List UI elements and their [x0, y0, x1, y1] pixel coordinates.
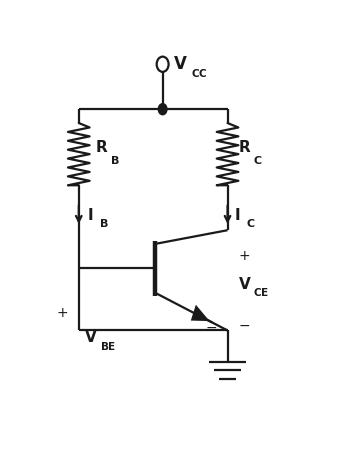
Text: $-$: $-$	[238, 318, 251, 332]
Text: $\mathbf{B}$: $\mathbf{B}$	[110, 154, 120, 167]
Text: $\mathbf{R}$: $\mathbf{R}$	[238, 139, 252, 155]
Text: $\mathbf{BE}$: $\mathbf{BE}$	[101, 340, 117, 352]
Text: $\mathbf{V}$: $\mathbf{V}$	[173, 55, 188, 73]
Text: $\mathbf{V}$: $\mathbf{V}$	[84, 330, 98, 345]
Text: $+$: $+$	[57, 306, 69, 320]
Text: $+$: $+$	[238, 249, 251, 263]
Text: $\mathbf{CC}$: $\mathbf{CC}$	[191, 67, 208, 79]
Circle shape	[158, 104, 167, 115]
Text: $\mathbf{I}$: $\mathbf{I}$	[87, 207, 93, 223]
Polygon shape	[191, 305, 210, 321]
Text: $\mathbf{V}$: $\mathbf{V}$	[238, 276, 252, 292]
Text: $\mathbf{R}$: $\mathbf{R}$	[95, 139, 109, 155]
Text: $\mathbf{B}$: $\mathbf{B}$	[99, 217, 109, 229]
Text: $\mathbf{C}$: $\mathbf{C}$	[246, 217, 256, 229]
Text: $\mathbf{I}$: $\mathbf{I}$	[234, 207, 240, 223]
Text: $-$: $-$	[205, 320, 217, 334]
Text: $\mathbf{CE}$: $\mathbf{CE}$	[253, 286, 269, 299]
Text: $\mathbf{C}$: $\mathbf{C}$	[253, 154, 262, 167]
